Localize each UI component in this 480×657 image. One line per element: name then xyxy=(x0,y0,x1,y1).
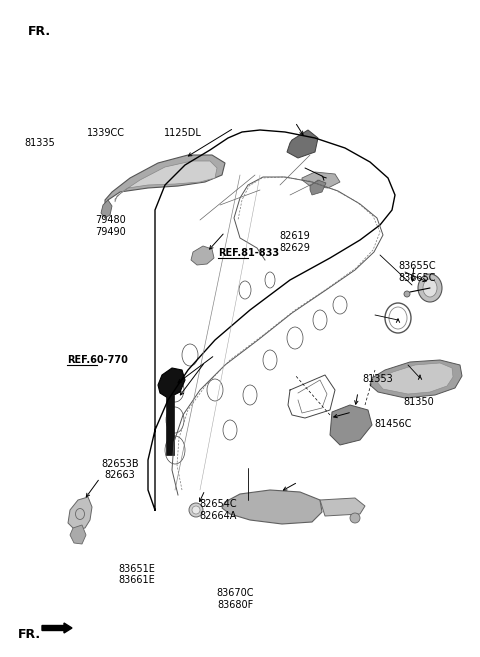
Polygon shape xyxy=(377,363,453,394)
Ellipse shape xyxy=(423,279,437,297)
Text: FR.: FR. xyxy=(28,25,51,38)
FancyArrow shape xyxy=(42,623,72,633)
Polygon shape xyxy=(115,161,217,202)
Text: 82654C
82664A: 82654C 82664A xyxy=(200,499,237,521)
Text: 82619
82629: 82619 82629 xyxy=(280,231,311,253)
Polygon shape xyxy=(302,172,340,188)
Text: REF.81-833: REF.81-833 xyxy=(218,248,279,258)
Text: 79480
79490: 79480 79490 xyxy=(95,215,126,237)
Ellipse shape xyxy=(189,503,203,517)
Text: 83655C
83665C: 83655C 83665C xyxy=(398,261,436,283)
Polygon shape xyxy=(101,200,112,218)
Text: 81350: 81350 xyxy=(403,397,434,407)
Polygon shape xyxy=(370,360,462,398)
Ellipse shape xyxy=(350,513,360,523)
Text: 1125DL: 1125DL xyxy=(164,128,201,138)
Text: 81456C: 81456C xyxy=(374,419,412,429)
Polygon shape xyxy=(222,490,322,524)
Polygon shape xyxy=(191,246,214,265)
Polygon shape xyxy=(287,130,318,158)
Polygon shape xyxy=(70,525,86,544)
Text: FR.: FR. xyxy=(18,629,41,641)
Ellipse shape xyxy=(192,506,200,514)
Polygon shape xyxy=(105,155,225,208)
Polygon shape xyxy=(158,368,185,398)
Ellipse shape xyxy=(418,274,442,302)
Polygon shape xyxy=(310,180,326,195)
Polygon shape xyxy=(166,395,174,455)
Polygon shape xyxy=(330,405,372,445)
Ellipse shape xyxy=(404,291,410,297)
Text: 81335: 81335 xyxy=(24,138,55,148)
Text: 1339CC: 1339CC xyxy=(86,128,125,138)
Polygon shape xyxy=(68,497,92,530)
Text: 83651E
83661E: 83651E 83661E xyxy=(119,564,155,585)
Text: REF.60-770: REF.60-770 xyxy=(67,355,128,365)
Polygon shape xyxy=(320,498,365,516)
Text: 81353: 81353 xyxy=(362,374,393,384)
Text: 83670C
83680F: 83670C 83680F xyxy=(216,588,254,610)
Text: 82653B
82663: 82653B 82663 xyxy=(101,459,139,480)
